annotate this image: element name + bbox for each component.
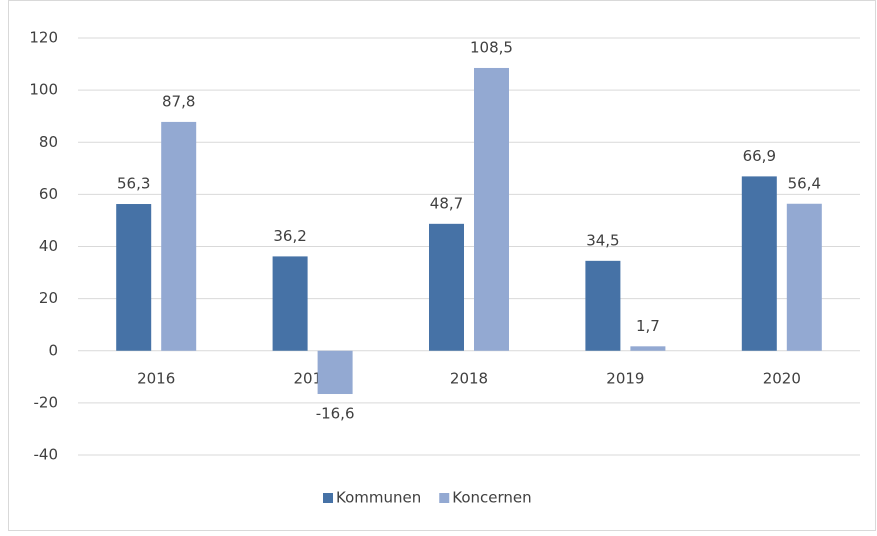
legend-swatch — [323, 493, 333, 503]
value-label: 108,5 — [470, 38, 513, 56]
legend-swatch — [439, 493, 450, 503]
bar — [429, 223, 464, 351]
x-tick-label: 2016 — [137, 369, 175, 387]
y-tick-label: -20 — [34, 393, 59, 411]
value-label: 66,9 — [743, 147, 776, 165]
x-tick-label: 2020 — [763, 369, 801, 387]
value-label: 48,7 — [430, 194, 463, 212]
bar — [585, 260, 621, 351]
bar — [474, 67, 509, 351]
bar — [741, 176, 777, 351]
x-tick-label: 2018 — [450, 369, 488, 387]
value-label: 56,3 — [117, 175, 150, 193]
y-tick-label: -40 — [34, 446, 59, 464]
y-tick-label: 120 — [29, 29, 58, 47]
y-tick-label: 20 — [39, 289, 58, 307]
y-tick-label: 60 — [39, 185, 58, 203]
y-tick-label: 100 — [29, 81, 58, 99]
y-tick-label: 40 — [39, 237, 58, 255]
bar — [161, 121, 197, 351]
x-tick-label: 2019 — [606, 369, 644, 387]
bar — [630, 346, 666, 351]
value-label: 34,5 — [586, 231, 619, 249]
bar — [786, 203, 822, 351]
value-label: 56,4 — [788, 174, 821, 192]
value-label: 36,2 — [273, 227, 306, 245]
y-tick-label: 80 — [39, 133, 58, 151]
value-label: 1,7 — [636, 317, 660, 335]
bar — [272, 256, 308, 351]
bar — [116, 204, 152, 351]
value-label: -16,6 — [316, 405, 355, 423]
legend-label: Kommunen — [336, 489, 421, 507]
value-label: 87,8 — [162, 92, 195, 110]
y-tick-label: 0 — [48, 341, 58, 359]
legend-label: Koncernen — [452, 489, 531, 507]
bar — [317, 350, 353, 395]
